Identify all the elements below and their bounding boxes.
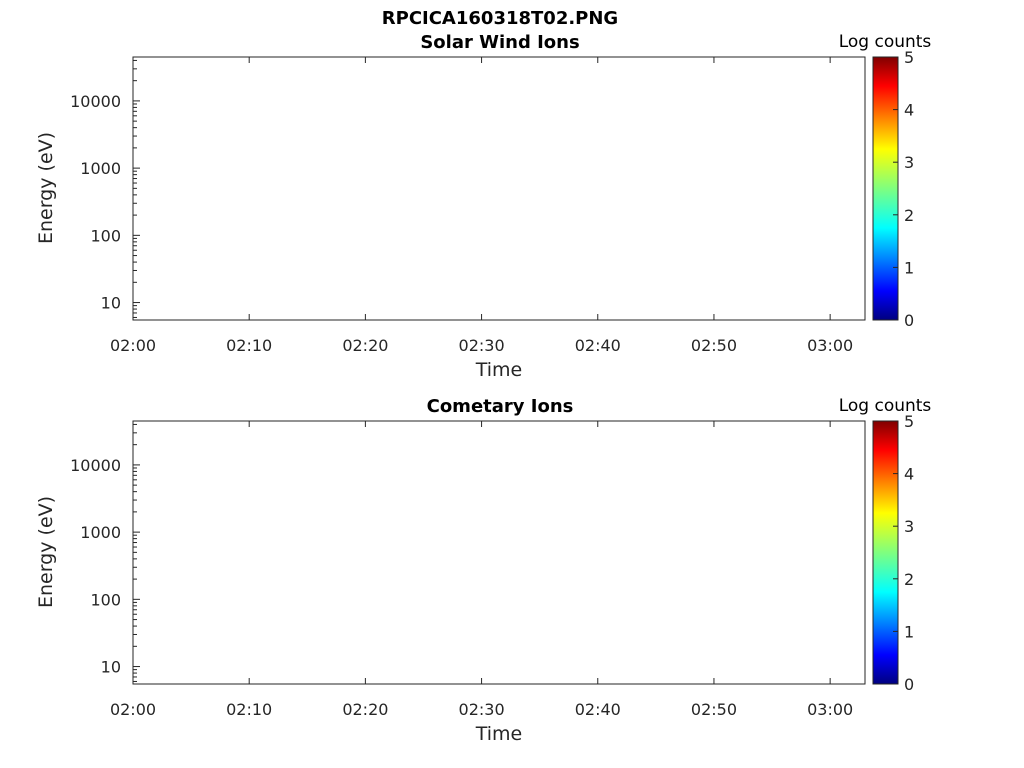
y-ticks: 10 100 1000 10000 bbox=[70, 59, 140, 318]
colorbar-tick-label: 1 bbox=[904, 258, 914, 277]
x-ticks: 02:00 02:10 02:20 02:30 02:40 02:50 03:00 bbox=[110, 57, 853, 355]
colorbar-ticks: 0 1 2 3 4 5 bbox=[893, 48, 914, 330]
x-tick-label: 03:00 bbox=[807, 336, 853, 355]
colorbar-tick-label: 2 bbox=[904, 206, 914, 225]
panel-title: Cometary Ions bbox=[427, 396, 574, 417]
panel-title: Solar Wind Ions bbox=[420, 32, 579, 53]
x-tick-label: 02:30 bbox=[459, 336, 505, 355]
x-axis-label: Time bbox=[475, 359, 523, 381]
colorbar-tick-label: 4 bbox=[904, 101, 914, 120]
y-tick-label: 1000 bbox=[80, 159, 121, 178]
y-tick-label: 10 bbox=[101, 294, 121, 313]
figure-title: RPCICA160318T02.PNG bbox=[382, 8, 618, 29]
solar-wind-panel: Solar Wind Ions 02:00 02:10 02:20 02:30 02:4… bbox=[35, 32, 932, 381]
y-tick-label: 100 bbox=[90, 226, 121, 245]
colorbar-gradient bbox=[872, 56, 899, 321]
colorbar-tick-label: 0 bbox=[904, 311, 914, 330]
x-tick-label: 02:50 bbox=[691, 336, 737, 355]
colorbar: 0 1 2 3 4 5 Log counts bbox=[839, 32, 932, 330]
y-axis-label: Energy (eV) bbox=[35, 132, 57, 244]
colorbar-label: Log counts bbox=[839, 32, 932, 52]
x-tick-label: 02:00 bbox=[110, 336, 156, 355]
x-tick-label: 02:10 bbox=[226, 336, 272, 355]
cometary-panel: Cometary Ions 02:00 02:10 02:20 02:30 02:40 0… bbox=[35, 396, 931, 745]
colorbar-tick-label: 3 bbox=[904, 153, 914, 172]
colorbar-tick-label: 5 bbox=[904, 48, 914, 67]
plot-frame bbox=[132, 56, 866, 321]
x-tick-label: 02:20 bbox=[342, 336, 388, 355]
x-tick-label: 02:40 bbox=[575, 336, 621, 355]
y-tick-label: 10000 bbox=[70, 92, 121, 111]
